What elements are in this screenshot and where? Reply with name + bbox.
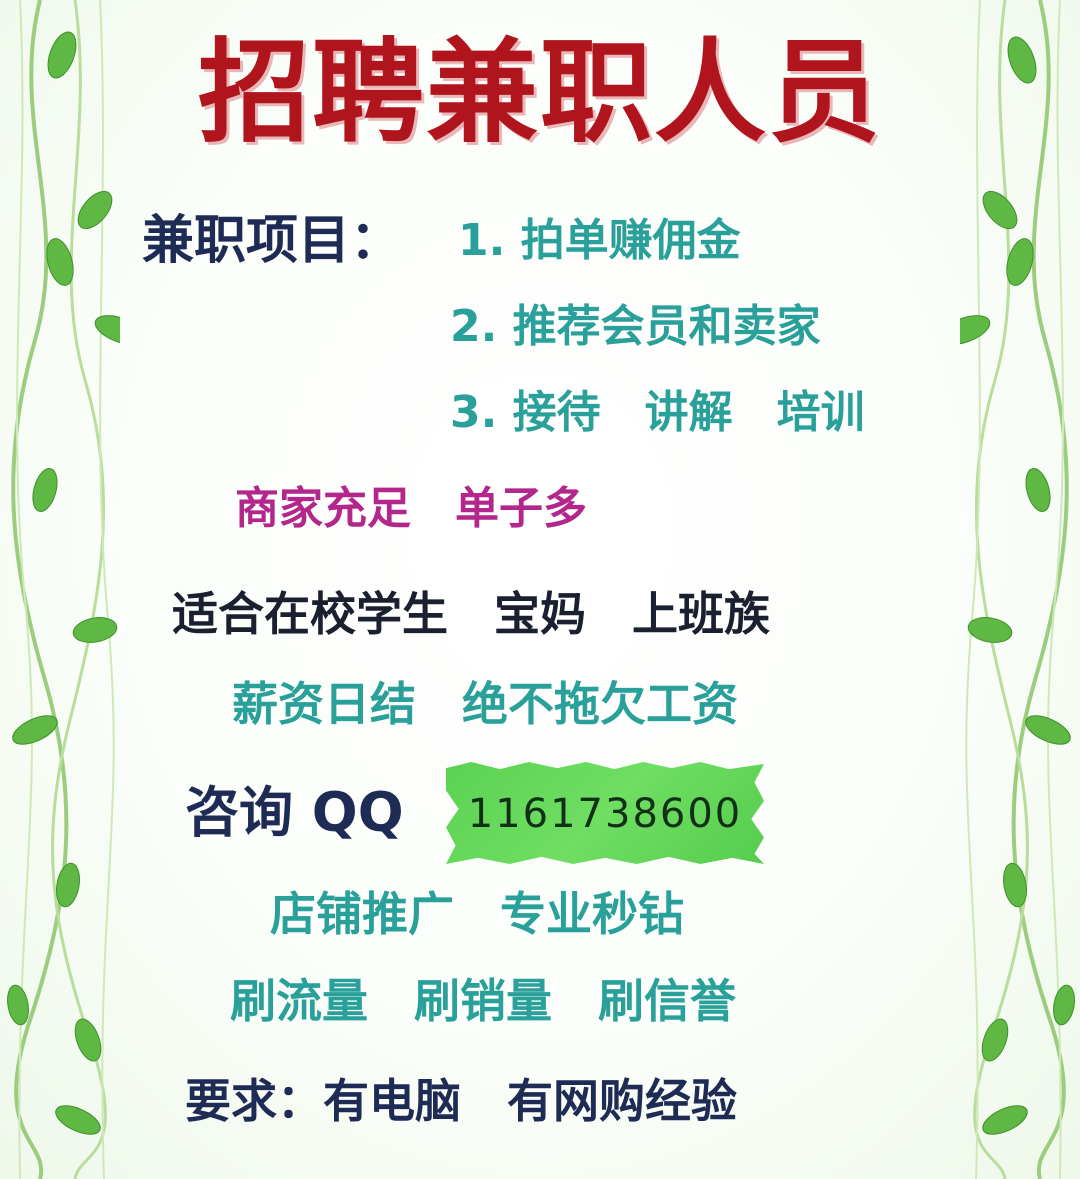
- poster-title: 招聘兼职人员: [198, 28, 882, 158]
- services-line-1: 店铺推广 专业秒钻: [270, 887, 684, 941]
- vine-border-right: [960, 0, 1080, 1179]
- vine-left-graphic: [7, 0, 120, 1179]
- qq-number-tag: 1161738600: [446, 762, 764, 864]
- project-item-1: 1. 拍单赚佣金: [458, 215, 741, 266]
- requirements-line: 要求：有电脑 有网购经验: [185, 1074, 737, 1128]
- salary-line: 薪资日结 绝不拖欠工资: [232, 677, 738, 731]
- vine-right-graphic: [960, 0, 1075, 1179]
- contact-label: 咨询 QQ: [185, 781, 404, 844]
- projects-label: 兼职项目：: [142, 211, 403, 271]
- suitable-line: 适合在校学生 宝妈 上班族: [172, 587, 770, 641]
- services-line-2: 刷流量 刷销量 刷信誉: [230, 974, 736, 1028]
- qq-number: 1161738600: [467, 791, 743, 837]
- merchants-line: 商家充足 单子多: [235, 483, 587, 534]
- project-item-2: 2. 推荐会员和卖家: [450, 301, 821, 352]
- vine-border-left: [0, 0, 120, 1179]
- project-item-3: 3. 接待 讲解 培训: [450, 387, 865, 438]
